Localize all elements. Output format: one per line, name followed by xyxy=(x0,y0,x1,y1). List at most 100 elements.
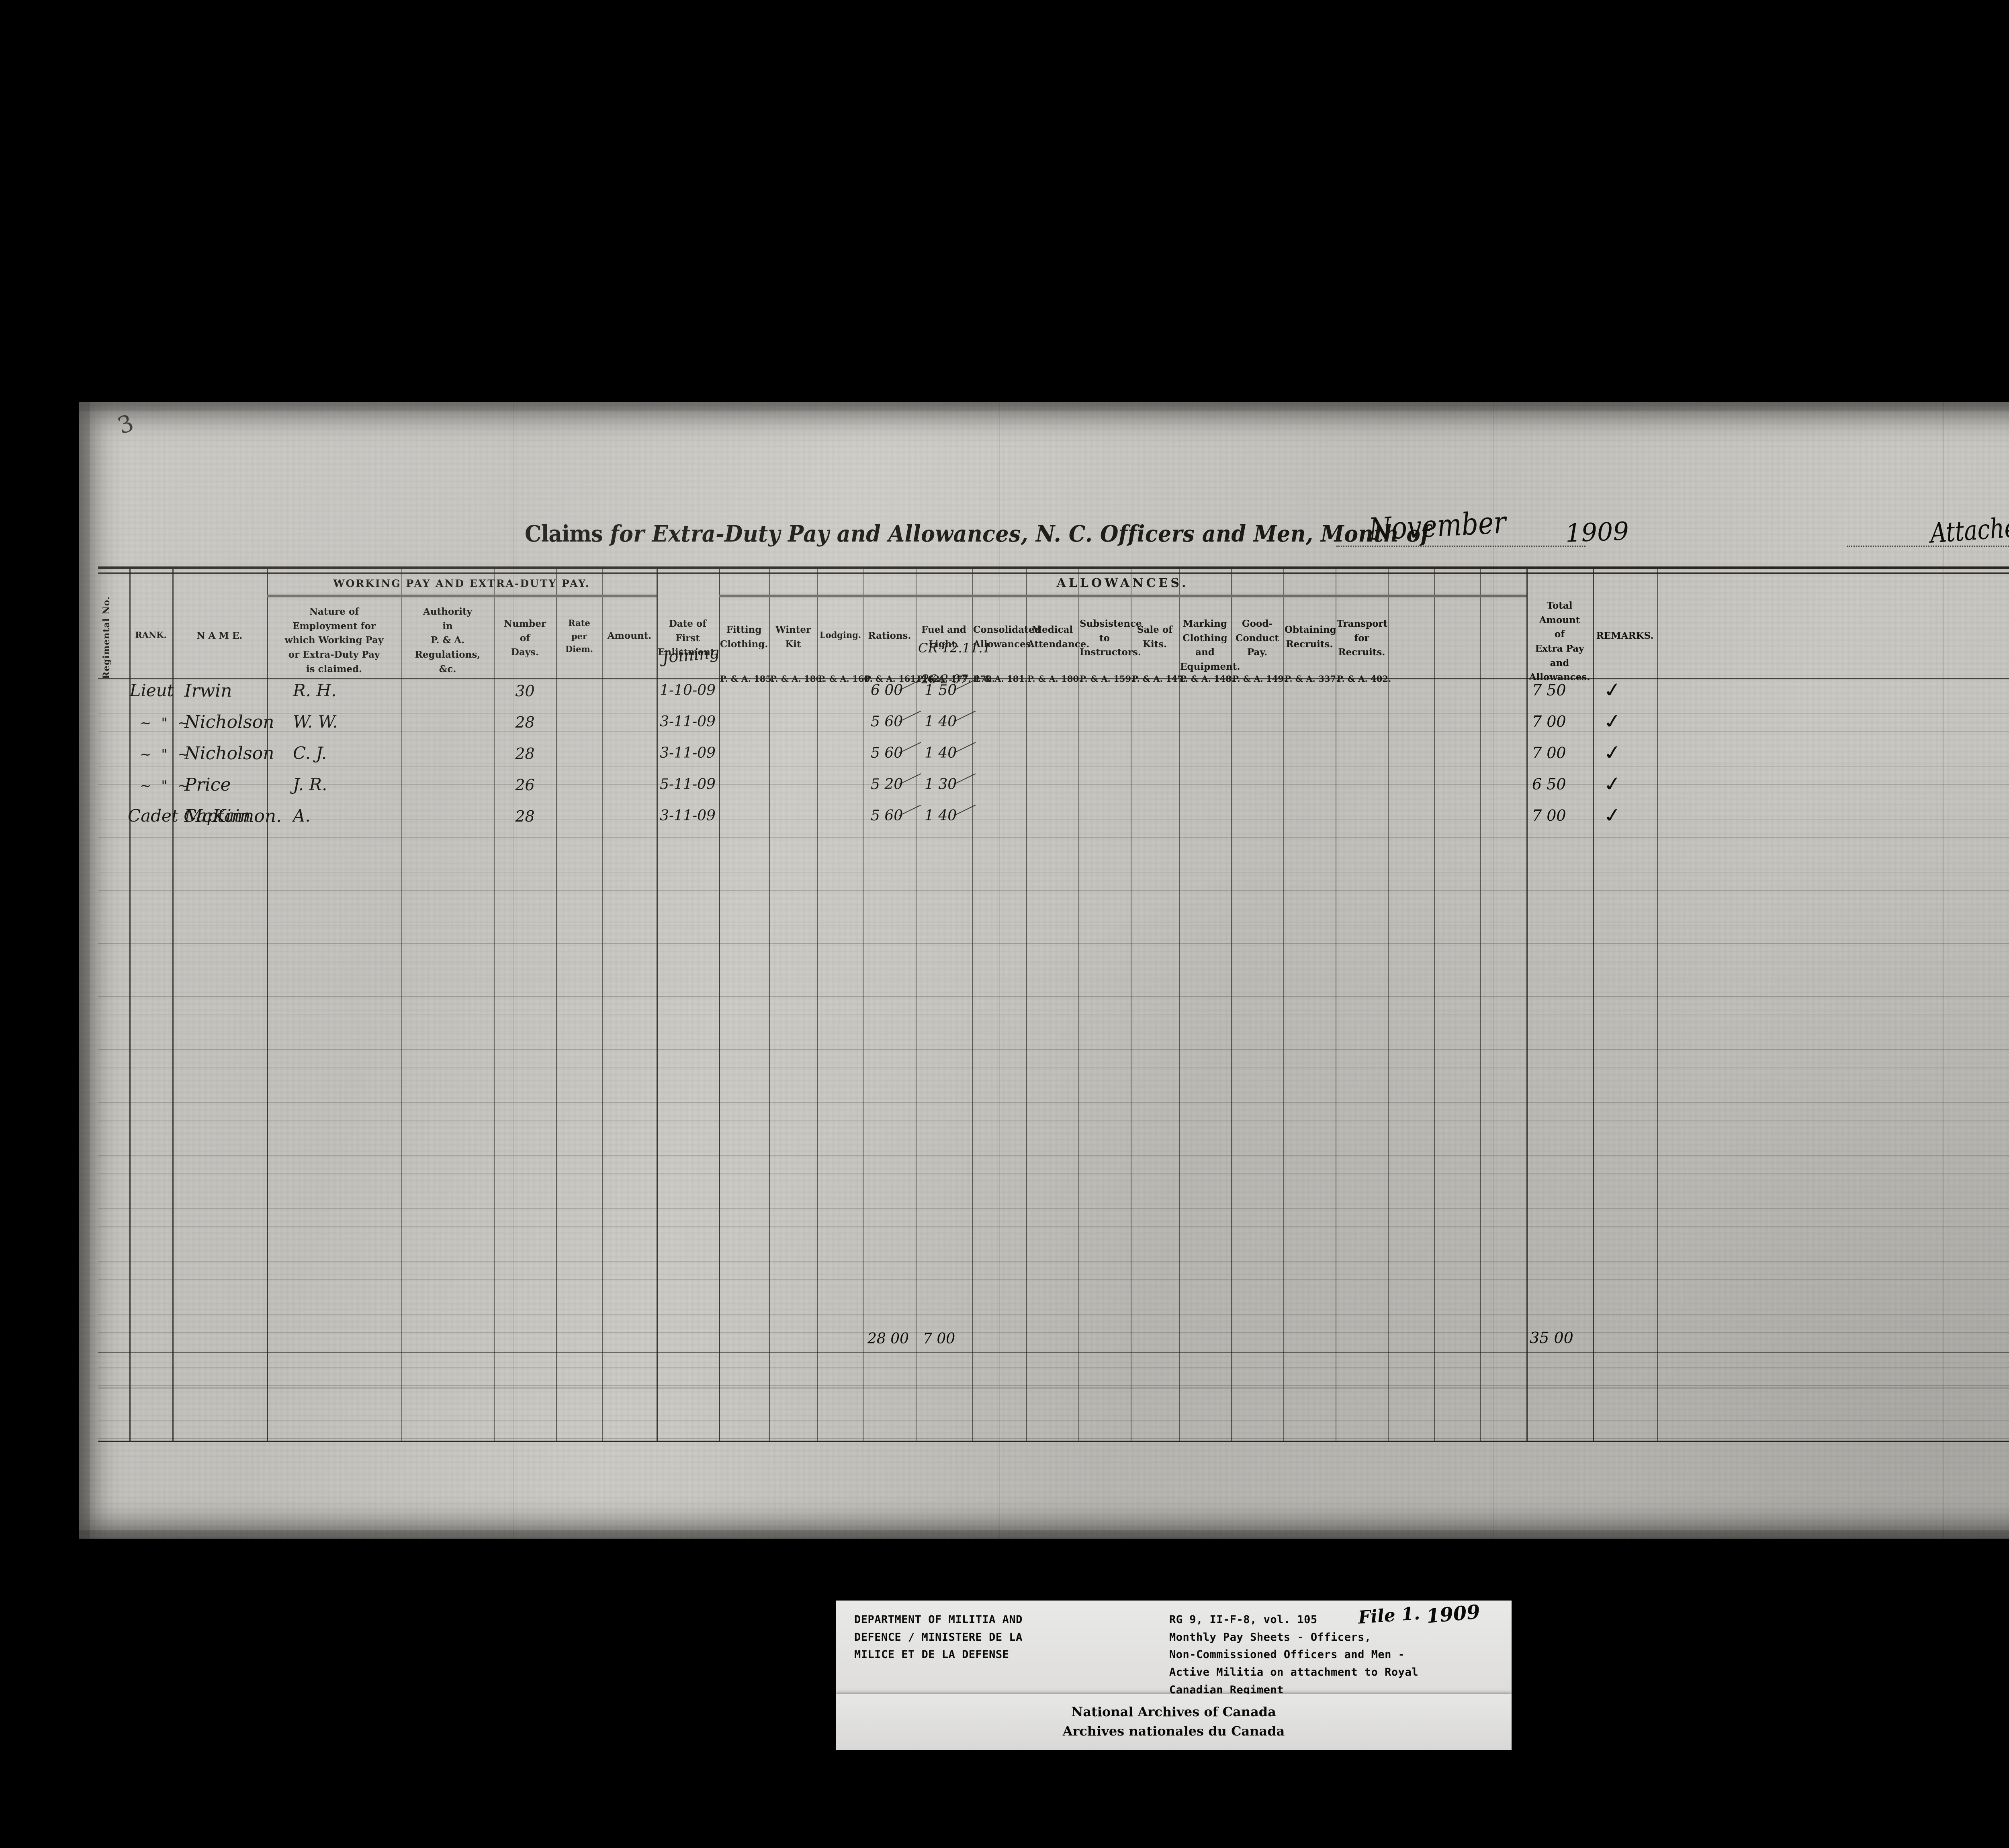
column-header-line: Total xyxy=(1547,600,1573,611)
column-header-line: Kit xyxy=(785,638,801,650)
archive-reference-label: DEPARTMENT OF MILITIA AND DEFENCE / MINIS… xyxy=(836,1601,1512,1696)
cell-rations-amount: 5 60 xyxy=(871,713,903,730)
remarks-checkmark: ✓ xyxy=(1601,771,1624,797)
column-header-line: or Extra-Duty Pay xyxy=(288,649,380,660)
column-header-days: Number of Days. xyxy=(495,617,555,660)
cell-rations-amount: 5 20 xyxy=(871,776,903,793)
pay-sheet-table: WORKING PAY AND EXTRA-DUTY PAY. ALLOWANCE… xyxy=(98,566,2009,1442)
total-fuel-and-light: 7 00 xyxy=(923,1331,955,1347)
column-header-transport: Transport for Recruits. P. & A. 402. xyxy=(1337,617,1391,684)
row-rule xyxy=(98,1332,2009,1333)
row-rule xyxy=(98,1049,2009,1050)
column-divider xyxy=(1526,569,1528,1441)
column-header-line: Good- xyxy=(1242,618,1273,629)
column-header-rank: RANK. xyxy=(131,629,171,642)
column-header-regulation-ref: P. & A. 180. xyxy=(1027,674,1082,684)
archive-institution-label: National Archives of Canada Archives nat… xyxy=(836,1694,1512,1750)
row-rule xyxy=(98,1314,2009,1315)
institution-name-en: National Archives of Canada xyxy=(1071,1704,1276,1719)
cell-number-of-days: 26 xyxy=(515,776,535,794)
column-header-line: Extra Pay xyxy=(1535,643,1584,654)
column-header-regulation-ref: P. & A. 337. xyxy=(1285,674,1339,684)
cell-date-of-first-enlistment: 1-10-09 xyxy=(660,682,716,699)
remarks-checkmark: ✓ xyxy=(1601,677,1624,703)
total-grand: 35 00 xyxy=(1530,1329,1573,1347)
column-divider xyxy=(769,569,770,1441)
remarks-checkmark: ✓ xyxy=(1601,740,1624,765)
column-header-line: Equipment. xyxy=(1180,661,1240,672)
column-header-line: &c. xyxy=(439,663,456,675)
pen-slash-mark xyxy=(953,804,976,816)
column-header-regulation-ref: P. & A. 147. xyxy=(1132,674,1187,684)
cell-date-of-first-enlistment: 3-11-09 xyxy=(660,744,716,761)
column-header-line: Fitting xyxy=(726,624,762,635)
cell-rations-amount: 5 60 xyxy=(871,744,903,761)
column-header-line: of xyxy=(520,632,530,644)
column-header-line: Employment for xyxy=(292,620,376,632)
cell-date-of-first-enlistment: 3-11-09 xyxy=(660,713,716,730)
column-header-line: Fuel and xyxy=(921,624,966,635)
column-header-line: of xyxy=(1554,629,1565,640)
pen-slash-mark xyxy=(953,773,976,785)
cell-fuel-and-light-amount: 1 40 xyxy=(925,713,957,730)
column-divider xyxy=(719,569,720,1441)
table-top-double-rule xyxy=(98,572,2009,574)
column-header-authority: Authority in P. & A. Regulations, &c. xyxy=(403,605,493,676)
column-divider xyxy=(1480,569,1481,1441)
title-rest: for Extra-Duty Pay and Allowances, N. C.… xyxy=(610,521,1430,547)
label-year-handwritten: 1909 xyxy=(1425,1601,1481,1628)
row-rule xyxy=(98,1279,2009,1280)
column-divider xyxy=(972,569,973,1441)
column-header-regulation-ref: P. & A. 149. xyxy=(1232,674,1287,684)
group-header-allowances: ALLOWANCES. xyxy=(1056,576,1189,590)
column-header-fitting: Fitting Clothing. P. & A. 185. xyxy=(720,623,774,684)
column-header-line: Authority xyxy=(423,606,473,617)
cell-rank-ditto: ~ " ~ xyxy=(140,746,192,763)
column-header-winterkit: Winter Kit P. & A. 186. xyxy=(770,623,824,684)
column-header-line: Kits. xyxy=(1142,638,1167,650)
column-header-regulation-ref: P. & A. 160. xyxy=(818,674,873,684)
column-header-regulation-ref: P. & A. 148. xyxy=(1180,674,1235,684)
cell-name-initials: A. xyxy=(293,805,311,826)
paper-fold-crease xyxy=(1493,402,1494,1539)
cell-rank-ditto: ~ " ~ xyxy=(140,777,192,794)
column-header-line: Nature of xyxy=(309,606,359,617)
column-header-remarks: REMARKS. xyxy=(1594,629,1656,643)
column-header-line: Instructors. xyxy=(1080,647,1141,658)
reference-line: RG 9, II-F-8, vol. 105 xyxy=(1169,1613,1318,1626)
paper-fold-crease xyxy=(513,402,514,1539)
fuel-date-annotation: 26-2-07 xyxy=(921,673,968,687)
column-header-line: to xyxy=(1099,632,1110,644)
cell-name: McKinnon. xyxy=(184,805,282,826)
unit-fill-line xyxy=(1847,546,2009,547)
column-header-line: Regulations, xyxy=(415,649,481,660)
paper-fold-crease xyxy=(1943,402,1944,1539)
column-header-regt_no: Regimental No. xyxy=(101,596,112,679)
column-header-salekits: Sale of Kits. P. & A. 147. xyxy=(1132,623,1186,684)
column-header-line: and xyxy=(1550,657,1569,668)
file-number-handwritten: File 1. xyxy=(1357,1603,1421,1628)
attachment-handwritten: Attached xyxy=(1929,511,2009,550)
column-header-line: per xyxy=(571,631,587,641)
column-header-line: Lodging. xyxy=(819,630,861,640)
pen-slash-mark xyxy=(953,710,976,722)
column-header-line: which Working Pay xyxy=(284,635,384,646)
row-rule xyxy=(98,1208,2009,1209)
column-header-line: RANK. xyxy=(135,630,167,640)
cell-rank: Lieut xyxy=(129,681,174,700)
column-header-line: Rate xyxy=(568,618,590,628)
column-header-line: for xyxy=(1354,632,1369,644)
column-header-line: Diem. xyxy=(565,644,593,654)
row-rule xyxy=(98,1102,2009,1103)
column-header-goodconduct: Good- Conduct Pay. P. & A. 149. xyxy=(1232,617,1287,684)
column-header-line: Allowances. xyxy=(1529,672,1590,683)
reference-line: Non-Commissioned Officers and Men - xyxy=(1169,1648,1405,1661)
column-divider xyxy=(916,569,917,1441)
cell-name: Price xyxy=(184,774,231,795)
column-header-line: Winter xyxy=(775,624,811,635)
column-header-subsistence: Subsistence to Instructors. P. & A. 159. xyxy=(1080,617,1142,684)
department-line: MILICE ET DE LA DEFENSE xyxy=(854,1648,1009,1661)
column-divider xyxy=(1388,569,1389,1441)
row-rule xyxy=(98,1261,2009,1262)
column-divider xyxy=(1179,569,1180,1441)
